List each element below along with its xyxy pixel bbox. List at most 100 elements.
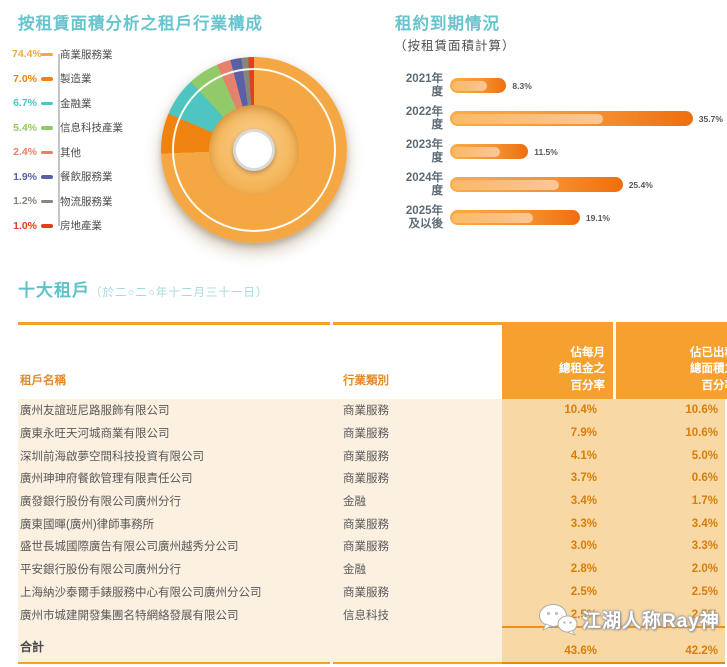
table-row: 盛世長城國際廣告有限公司廣州越秀分公司 商業服務 3.0% 3.3% xyxy=(18,535,725,558)
bar-category-label: 2025年 及以後 xyxy=(405,205,443,230)
table-body: 廣州友誼班尼路服飾有限公司 商業服務 10.4% 10.6% 廣東永旺天河城商業有限公司… xyxy=(18,399,725,626)
total-area-percent: 42.2% xyxy=(605,625,725,662)
top-tenants-table: 租戶名稱 行業類別 佔每月 總租金之 百分率 佔已出租 總面積之 百分率 廣州友… xyxy=(18,322,727,665)
tenant-area-percent: 10.6% xyxy=(605,421,725,445)
legend-dash-marker xyxy=(41,77,53,81)
legend-item: 74.4% 商業服務業 xyxy=(12,42,162,67)
legend-value: 1.9% xyxy=(13,170,37,183)
bar-row: 2021年度 8.3% xyxy=(395,69,727,102)
legend-value: 1.0% xyxy=(13,219,37,232)
bar xyxy=(450,144,529,159)
industry-composition-title: 按租賃面積分析之租戶行業構成 xyxy=(18,15,263,33)
bar-category-label: 2023年度 xyxy=(405,139,443,164)
tenant-name: 盛世長城國際廣告有限公司廣州越秀分公司 xyxy=(18,535,330,558)
top-tenants-date: （於二○二○年十二月三十一日） xyxy=(90,287,269,299)
tenant-rent-percent: 3.4% xyxy=(502,489,605,513)
bar-row: 2025年 及以後 19.1% xyxy=(395,201,727,234)
legend-value: 5.4% xyxy=(13,121,37,134)
total-label: 合計 xyxy=(18,625,330,662)
column-header-area-percent: 佔已出租 總面積之 百分率 xyxy=(613,322,727,399)
tenant-name: 廣州市城建開發集團名特網絡發展有限公司 xyxy=(18,603,330,626)
legend-dash-marker xyxy=(41,52,53,56)
legend-label: 物流服務業 xyxy=(60,195,113,208)
lease-expiry-title: 租約到期情況 xyxy=(395,15,500,33)
bar xyxy=(450,177,623,192)
bar-category-label: 2021年度 xyxy=(405,73,443,98)
legend-item: 1.0% 房地產業 xyxy=(12,214,162,239)
legend-value: 1.2% xyxy=(13,195,37,208)
table-row: 廣東國暉(廣州)律師事務所 商業服務 3.3% 3.4% xyxy=(18,512,725,536)
legend-dash-marker xyxy=(41,224,53,228)
tenant-area-percent: 2.5% xyxy=(605,580,725,604)
tenant-area-percent: 2.0% xyxy=(605,557,725,581)
tenant-rent-percent: 7.9% xyxy=(502,421,605,445)
table-total-row: 合計 43.6% 42.2% xyxy=(18,625,725,662)
tenant-area-percent: 3.3% xyxy=(605,535,725,558)
tenant-rent-percent: 3.0% xyxy=(502,535,605,558)
border-segment xyxy=(18,322,330,325)
table-row: 廣發銀行股份有限公司廣州分行 金融 3.4% 1.7% xyxy=(18,489,725,513)
bar-value-label: 11.5% xyxy=(534,146,558,157)
tenant-rent-percent: 2.8% xyxy=(502,557,605,581)
legend-label: 商業服務業 xyxy=(60,48,113,61)
tenant-name: 廣東永旺天河城商業有限公司 xyxy=(18,421,330,445)
tenant-name: 廣東國暉(廣州)律師事務所 xyxy=(18,512,330,536)
bar-row: 2022年度 35.7% xyxy=(395,102,727,135)
legend-label: 其他 xyxy=(60,146,81,159)
lease-expiry-bar-chart: 2021年度 8.3% 2022年度 35.7% 2023年度 11.5% 2024年度 25… xyxy=(395,69,727,234)
tenant-rent-percent: 4.1% xyxy=(502,444,605,468)
tenant-category: 商業服務 xyxy=(330,421,502,445)
bar-category-label: 2024年度 xyxy=(405,172,443,197)
legend-label: 信息科技產業 xyxy=(60,122,123,135)
legend-dash-marker xyxy=(41,199,53,203)
legend-value: 6.7% xyxy=(13,97,37,110)
legend-label: 製造業 xyxy=(60,73,92,86)
tenant-category: 商業服務 xyxy=(330,512,502,536)
bar xyxy=(450,111,693,126)
table-row: 廣州市城建開發集團名特網絡發展有限公司 信息科技 2.5% 2.5% xyxy=(18,603,725,626)
wechat-icon xyxy=(539,604,578,636)
tenant-category: 商業服務 xyxy=(330,535,502,558)
table-row: 廣州珅珅府餐飲管理有限責任公司 商業服務 3.7% 0.6% xyxy=(18,467,725,490)
legend-item: 5.4% 信息科技產業 xyxy=(12,116,162,141)
table-bottom-border xyxy=(18,661,725,665)
tenant-rent-percent: 3.3% xyxy=(502,512,605,536)
table-row: 廣東永旺天河城商業有限公司 商業服務 7.9% 10.6% xyxy=(18,421,725,445)
border-segment xyxy=(333,661,502,665)
table-top-border xyxy=(18,322,725,325)
donut-center-hole xyxy=(233,129,275,171)
column-header-tenant-name: 租戶名稱 xyxy=(18,324,330,394)
column-header-category: 行業類別 xyxy=(330,324,502,394)
border-segment xyxy=(18,661,330,665)
table-row: 平安銀行股份有限公司廣州分行 金融 2.8% 2.0% xyxy=(18,557,725,581)
tenant-area-percent: 5.0% xyxy=(605,444,725,468)
table-row: 上海納沙泰爾手錶服務中心有限公司廣州分公司 商業服務 2.5% 2.5% xyxy=(18,580,725,604)
tenant-name: 廣發銀行股份有限公司廣州分行 xyxy=(18,489,330,513)
watermark: 江湖人称Ray神 xyxy=(538,603,720,636)
tenant-category: 商業服務 xyxy=(330,580,502,604)
tenant-name: 廣州友誼班尼路服飾有限公司 xyxy=(18,399,330,422)
bar-row: 2024年度 25.4% xyxy=(395,168,727,201)
bar-row: 2023年度 11.5% xyxy=(395,135,727,168)
tenant-category: 信息科技 xyxy=(330,603,502,626)
legend-label: 金融業 xyxy=(60,97,92,110)
border-segment xyxy=(333,322,502,325)
bar-value-label: 35.7% xyxy=(698,113,723,124)
legend-item: 2.4% 其他 xyxy=(12,140,162,165)
table-header-row: 租戶名稱 行業類別 佔每月 總租金之 百分率 佔已出租 總面積之 百分率 xyxy=(18,322,727,399)
industry-donut-chart xyxy=(161,57,347,243)
legend-item: 7.0% 製造業 xyxy=(12,67,162,92)
tenant-area-percent: 3.4% xyxy=(605,512,725,536)
border-segment xyxy=(502,661,725,665)
border-gap xyxy=(330,322,333,325)
legend-value: 2.4% xyxy=(13,146,37,159)
tenant-area-percent: 10.6% xyxy=(605,399,725,422)
bar-value-label: 25.4% xyxy=(628,179,653,190)
legend-item: 6.7% 金融業 xyxy=(12,91,162,116)
legend-value: 7.0% xyxy=(13,72,37,85)
tenant-name: 廣州珅珅府餐飲管理有限責任公司 xyxy=(18,467,330,490)
legend-item: 1.2% 物流服務業 xyxy=(12,189,162,214)
tenant-category: 商業服務 xyxy=(330,467,502,490)
legend-value: 74.4% xyxy=(12,48,42,61)
legend-label: 餐飲服務業 xyxy=(60,171,113,184)
